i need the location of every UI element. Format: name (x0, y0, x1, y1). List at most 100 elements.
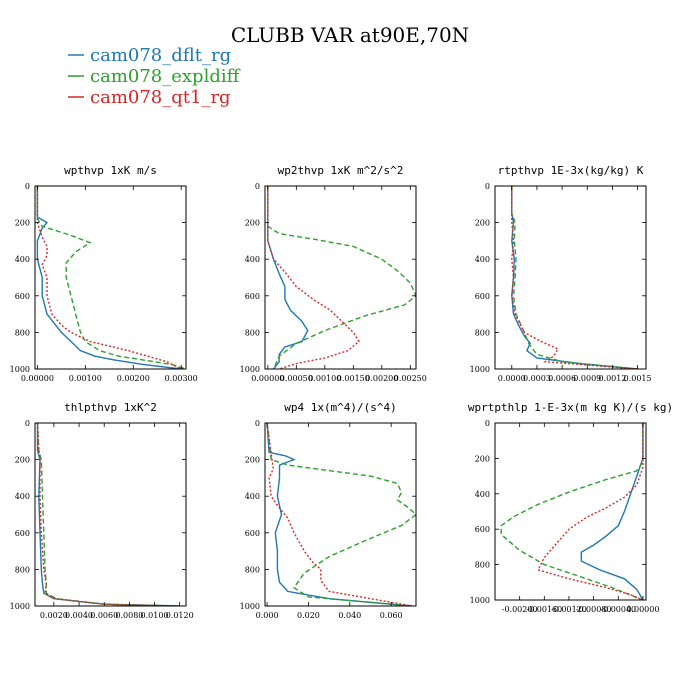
x-tick-label: 0.0120 (166, 611, 194, 620)
y-tick-label: 600 (245, 529, 260, 538)
series-line-cam078_dflt_rg (267, 186, 309, 369)
y-tick-label: 600 (475, 292, 490, 301)
panel-title: wp4 1x(m^4)/(s^4) (284, 401, 397, 414)
series-group (36, 186, 186, 369)
y-tick-label: 200 (475, 454, 490, 463)
x-tick-label: 0.0015 (624, 374, 652, 383)
x-tick-label: 0.00000 (21, 374, 54, 383)
y-tick-label: 0 (25, 419, 30, 428)
y-tick-label: 0 (255, 419, 260, 428)
y-tick-label: 800 (245, 328, 260, 337)
plot-frame (34, 422, 187, 607)
panel-3: rtpthvp 1E-3x(kg/kg) K 0 200 400 600 800 1000 0… (470, 164, 652, 383)
y-tick-label: 1000 (10, 602, 30, 611)
y-tick-label: 0 (255, 182, 260, 191)
y-tick-label: 1000 (10, 365, 30, 374)
series-group (266, 423, 416, 606)
panel-title: thlpthvp 1xK^2 (64, 401, 157, 414)
x-tick-label: 0.00250 (394, 374, 427, 383)
y-tick-label: 800 (15, 565, 30, 574)
y-tick-label: 400 (245, 255, 260, 264)
y-tick-label: 0 (485, 182, 490, 191)
panel-title: rtpthvp 1E-3x(kg/kg) K (498, 164, 644, 177)
panel-6: wprtpthlp 1-E-3x(m kg K)/(s kg) 0 200 400 60… (468, 401, 673, 614)
x-tick-label: 0.00200 (117, 374, 150, 383)
x-tick-label: 0.040 (338, 611, 361, 620)
x-tick-label: 0.00300 (165, 374, 198, 383)
y-tick-label: 400 (475, 490, 490, 499)
legend-label-qt1: cam078_qt1_rg (90, 87, 231, 108)
plot-frame (264, 185, 417, 370)
y-tick-label: 1000 (240, 602, 260, 611)
y-tick-label: 400 (15, 492, 30, 501)
series-group (511, 186, 638, 369)
series-line-cam078_qt1_rg (36, 186, 182, 369)
y-tick-label: 800 (15, 328, 30, 337)
series-line-cam078_dflt_rg (36, 186, 182, 369)
plot-frame (494, 185, 647, 370)
x-tick-label: 0.0000 (498, 374, 526, 383)
series-line-cam078_expldiff (511, 186, 638, 369)
y-tick-label: 600 (475, 525, 490, 534)
x-tick-label: 0.000 (256, 611, 279, 620)
panel-title: wp2thvp 1xK m^2/s^2 (278, 164, 404, 177)
y-tick-label: 1000 (240, 365, 260, 374)
series-group (500, 423, 644, 600)
y-tick-label: 800 (475, 328, 490, 337)
plot-frame (264, 422, 417, 607)
x-tick-label: 0.0012 (598, 374, 626, 383)
x-tick-label: -0.00200 (502, 605, 538, 614)
x-tick-label: -0.00040 (600, 605, 636, 614)
figure-title: CLUBB VAR at90E,70N (231, 23, 469, 47)
series-line-cam078_dflt_rg (266, 423, 412, 606)
x-tick-label: 0.00100 (69, 374, 102, 383)
plot-frame (34, 185, 187, 370)
x-tick-label: -0.00080 (576, 605, 612, 614)
legend: cam078_dflt_rg cam078_expldiff cam078_qt… (68, 45, 241, 108)
y-tick-label: 200 (245, 219, 260, 228)
plot-frame (494, 422, 647, 601)
series-line-cam078_expldiff (500, 423, 644, 600)
panel-4: thlpthvp 1xK^2020040060080010000.00200.0… (10, 401, 194, 620)
series-line-cam078_expldiff (266, 423, 416, 606)
series-line-cam078_expldiff (36, 186, 186, 369)
series-line-cam078_dflt_rg (511, 186, 638, 369)
x-tick-label: 0.060 (380, 611, 403, 620)
x-tick-label: 0.0020 (40, 611, 68, 620)
x-tick-label: -0.00120 (551, 605, 587, 614)
x-tick-label: 0.0003 (523, 374, 551, 383)
x-tick-label: 0.00050 (280, 374, 313, 383)
series-line-cam078_qt1_rg (266, 423, 413, 606)
y-tick-label: 0 (25, 182, 30, 191)
y-tick-label: 800 (245, 565, 260, 574)
series-line-cam078_dflt_rg (36, 423, 180, 606)
legend-label-dflt: cam078_dflt_rg (90, 45, 231, 66)
y-tick-label: 0 (485, 419, 490, 428)
x-tick-label: 0.0080 (115, 611, 143, 620)
y-tick-label: 600 (15, 292, 30, 301)
series-line-cam078_dflt_rg (580, 423, 644, 600)
x-tick-label: 0.0100 (141, 611, 169, 620)
y-tick-label: 1000 (470, 365, 490, 374)
y-tick-label: 400 (245, 492, 260, 501)
x-tick-label: 0.00000 (626, 605, 659, 614)
y-tick-label: 600 (245, 292, 260, 301)
x-tick-label: 0.00150 (337, 374, 370, 383)
x-tick-label: 0.0009 (573, 374, 601, 383)
y-tick-label: 200 (15, 219, 30, 228)
panel-title: wpthvp 1xK m/s (64, 164, 157, 177)
x-tick-label: 0.0060 (90, 611, 118, 620)
series-line-cam078_expldiff (36, 423, 180, 606)
series-line-cam078_qt1_rg (36, 423, 180, 606)
y-tick-label: 400 (475, 255, 490, 264)
y-tick-label: 200 (245, 456, 260, 465)
y-tick-label: 800 (475, 561, 490, 570)
x-tick-label: 0.00200 (365, 374, 398, 383)
x-tick-label: 0.0006 (548, 374, 576, 383)
series-line-cam078_qt1_rg (511, 186, 638, 369)
x-tick-label: 0.020 (297, 611, 320, 620)
y-tick-label: 400 (15, 255, 30, 264)
